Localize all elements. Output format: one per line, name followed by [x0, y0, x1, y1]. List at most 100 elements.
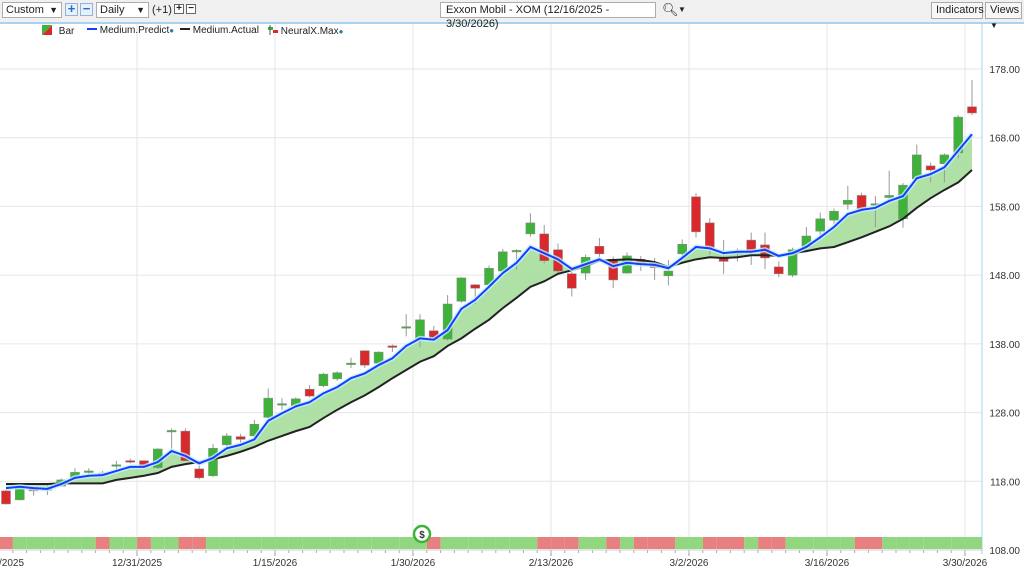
signal-strip-cell — [26, 537, 41, 549]
x-tick-label: 12/31/2025 — [112, 558, 162, 569]
signal-strip-cell — [371, 537, 386, 549]
y-tick-label: 148.00 — [989, 271, 1020, 282]
symbol-title-box[interactable]: Exxon Mobil - XOM (12/16/2025 - 3/30/202… — [440, 2, 656, 30]
signal-strip-cell — [744, 537, 759, 549]
signal-strip-cell — [882, 537, 897, 549]
candle-up — [829, 210, 839, 221]
candle-down — [235, 436, 246, 440]
chevron-down-icon: ▼ — [136, 5, 145, 15]
signal-strip-cell — [385, 537, 400, 549]
signal-strip-cell — [909, 537, 924, 549]
signal-strip-cell — [758, 537, 772, 549]
signal-strip-cell — [440, 537, 455, 549]
candle-color-icon — [42, 25, 52, 35]
interval-select[interactable]: Daily ▼ — [96, 2, 149, 18]
candle-up — [346, 362, 356, 365]
range-select-value: Custom — [6, 4, 44, 16]
x-tick-label: 1/30/2026 — [391, 558, 436, 569]
candle-down — [774, 266, 784, 275]
chevron-down-icon: ▼ — [49, 5, 58, 15]
candle-up — [511, 250, 522, 253]
signal-strip-cell — [854, 537, 869, 549]
candle-up — [401, 326, 411, 329]
candle-up — [222, 435, 232, 446]
x-tick-label: 3/2/2026 — [670, 558, 709, 569]
signal-strip-cell — [330, 537, 345, 549]
candle-up — [663, 270, 674, 277]
zoom-in-button[interactable]: + — [65, 2, 78, 16]
signal-strip-cell — [137, 537, 151, 549]
x-tick-label: 3/30/2026 — [943, 558, 988, 569]
candle-up — [884, 195, 894, 198]
candle-down — [304, 388, 315, 397]
offset-plus-button[interactable]: + — [174, 4, 184, 14]
dot-icon: ● — [169, 26, 175, 35]
signal-strip-cell — [840, 537, 855, 549]
candle-down — [705, 222, 715, 248]
x-tick-label: 12/16/2025 — [0, 558, 24, 569]
range-select[interactable]: Custom ▼ — [2, 2, 62, 18]
dollar-icon: $ — [419, 530, 425, 541]
signal-strip-cell — [247, 537, 262, 549]
candle-down — [967, 106, 977, 114]
toolbar: Custom ▼ + − Daily ▼ (+1) + − Exxon Mobil … — [0, 0, 1024, 30]
signal-strip-cell — [81, 537, 96, 549]
candle-down — [691, 196, 701, 233]
indicators-label: Indicators — [936, 4, 984, 16]
symbol-title: Exxon Mobil - XOM (12/16/2025 - 3/30/202… — [446, 4, 610, 30]
search-icon[interactable]: 🔍︎ — [662, 2, 679, 17]
candle-down — [1, 490, 11, 505]
legend-bar: Bar — [42, 25, 74, 37]
candle-up — [263, 397, 273, 418]
signal-strip-cell — [54, 537, 69, 549]
candle-up — [332, 372, 342, 380]
y-tick-label: 128.00 — [989, 409, 1020, 420]
signal-strip-cell — [689, 537, 703, 549]
line-swatch-icon — [180, 28, 190, 30]
signal-strip-cell — [123, 537, 138, 549]
signal-strip-cell — [647, 537, 662, 549]
y-tick-label: 118.00 — [990, 477, 1020, 488]
signal-strip-cell — [606, 537, 621, 549]
signal-strip-cell — [219, 537, 234, 549]
signal-strip-cell — [675, 537, 690, 549]
legend-medium-predict: Medium.Predict● — [87, 25, 174, 36]
offset-minus-button[interactable]: − — [186, 4, 196, 14]
interval-select-value: Daily — [100, 4, 125, 16]
zoom-out-button[interactable]: − — [80, 2, 93, 16]
search-dropdown-icon[interactable]: ▼ — [678, 5, 686, 14]
signal-strip-cell — [937, 537, 952, 549]
y-tick-label: 108.00 — [989, 546, 1020, 557]
line-swatch-icon — [87, 28, 97, 30]
signal-strip-cell — [302, 537, 317, 549]
medium-predict-line — [5, 133, 973, 490]
signal-strip-cell — [592, 537, 607, 549]
chevron-down-icon: ▼ — [990, 21, 998, 30]
signal-strip-cell — [0, 537, 13, 549]
signal-strip-cell — [633, 537, 648, 549]
candle-up — [677, 243, 687, 255]
signal-strip-cell — [923, 537, 938, 549]
signal-strip-cell — [288, 537, 303, 549]
signal-strip-cell — [399, 537, 414, 549]
candle-up — [815, 218, 825, 232]
signal-strip-cell — [344, 537, 358, 549]
views-button[interactable]: Views ▼ — [985, 2, 1022, 30]
signal-strip-cell — [564, 537, 579, 549]
signal-strip-cell — [178, 537, 193, 549]
signal-strip-cell — [316, 537, 331, 549]
candle-up — [166, 430, 177, 433]
signal-strip-cell — [12, 537, 27, 549]
signal-strip-cell — [95, 537, 110, 549]
candle-down — [567, 273, 577, 289]
legend-neuralx-max: NeuralX.Max● — [268, 25, 343, 37]
signal-strip-cell — [206, 537, 220, 549]
candle-up — [84, 470, 94, 473]
x-tick-label: 3/16/2026 — [805, 558, 850, 569]
y-tick-label: 168.00 — [989, 134, 1020, 145]
signal-strip-cell — [40, 537, 55, 549]
dividend-marker-ring — [412, 524, 432, 544]
signal-strip-cell — [951, 537, 966, 549]
candle-down — [387, 345, 398, 348]
